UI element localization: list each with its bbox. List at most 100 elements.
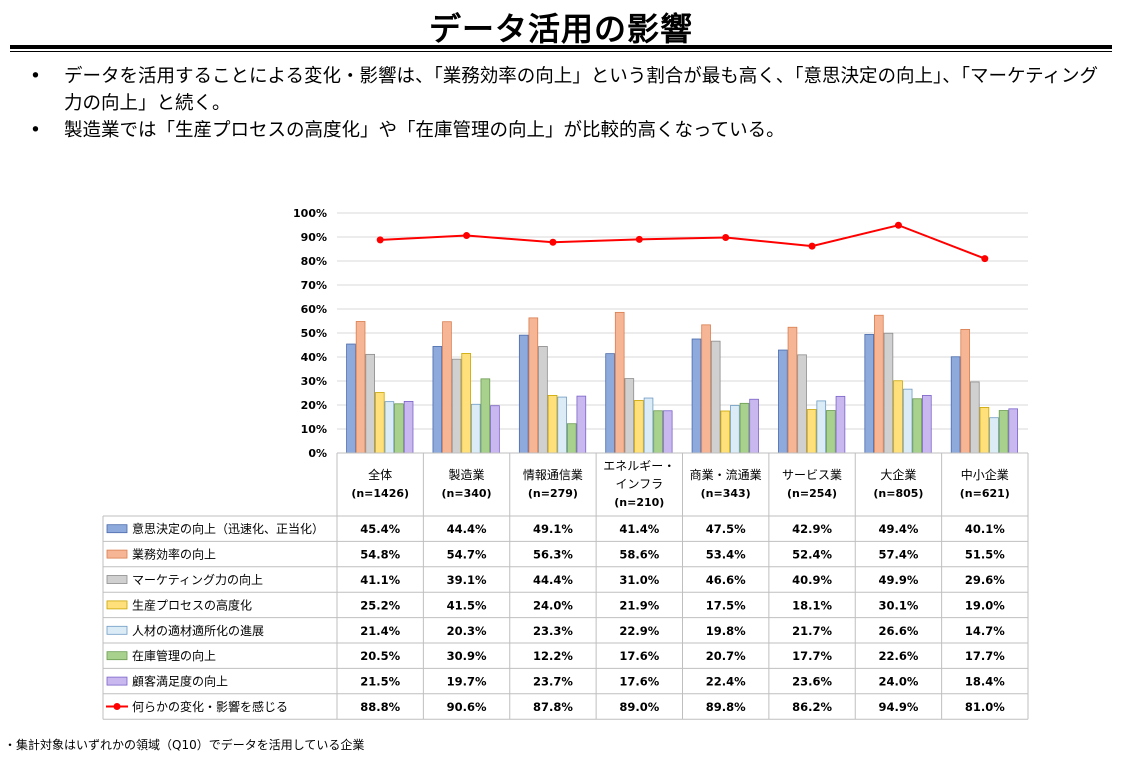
line-point — [981, 255, 989, 263]
data-value-cell: 30.9% — [447, 649, 487, 663]
page-title: データ活用の影響 — [428, 10, 693, 48]
data-value-cell: 52.4% — [792, 548, 832, 562]
bar — [403, 400, 414, 454]
category-n-label: (n=210) — [614, 496, 664, 509]
data-value-cell: 22.6% — [878, 649, 918, 663]
category-label: インフラ — [615, 477, 663, 491]
data-value-cell: 89.8% — [706, 700, 746, 714]
bar — [730, 405, 740, 454]
category-n-label: (n=340) — [442, 487, 492, 500]
data-value-cell: 39.1% — [447, 573, 487, 587]
data-value-cell: 41.4% — [619, 522, 659, 536]
line-point — [894, 221, 902, 229]
data-value-cell: 14.7% — [965, 624, 1005, 638]
bar — [1008, 408, 1019, 454]
data-value-cell: 21.4% — [360, 624, 400, 638]
data-value-cell: 23.6% — [792, 675, 832, 689]
data-value-cell: 88.8% — [360, 700, 400, 714]
line-point — [635, 235, 643, 243]
category-label: 大企業 — [880, 467, 916, 482]
bar — [902, 388, 913, 454]
data-value-cell: 20.3% — [447, 624, 487, 638]
data-value-cell: 49.9% — [878, 573, 918, 587]
bar — [538, 346, 548, 454]
legend-swatch — [106, 549, 128, 559]
bar — [374, 392, 385, 454]
data-value-cell: 30.1% — [878, 598, 918, 612]
data-value-cell: 56.3% — [533, 548, 573, 562]
data-value-cell: 24.0% — [878, 675, 918, 689]
bar — [346, 343, 356, 454]
line-point — [376, 236, 384, 244]
title-rule — [10, 45, 1112, 49]
category-label: サービス業 — [782, 468, 842, 482]
legend-label: 意思決定の向上（迅速化、正当化） — [132, 521, 324, 536]
y-tick-label: 10% — [301, 423, 327, 436]
data-value-cell: 18.4% — [965, 675, 1005, 689]
bar — [470, 403, 481, 454]
bar — [710, 340, 721, 454]
bar — [528, 317, 539, 454]
data-value-cell: 47.5% — [706, 522, 746, 536]
bar — [691, 338, 702, 454]
data-value-cell: 23.3% — [533, 624, 573, 638]
data-value-cell: 42.9% — [792, 522, 832, 536]
bullet-item: データを活用することによる変化・影響は、「業務効率の向上」という割合が最も高く、… — [30, 63, 1100, 117]
category-n-label: (n=621) — [960, 487, 1010, 500]
y-tick-label: 70% — [301, 279, 327, 292]
line-point — [722, 233, 730, 241]
legend-swatch — [106, 625, 128, 635]
data-value-cell: 17.5% — [706, 598, 746, 612]
data-value-cell: 44.4% — [447, 522, 487, 536]
bar — [864, 334, 875, 454]
legend-swatch — [106, 651, 128, 661]
line-point — [463, 232, 471, 240]
data-value-cell: 25.2% — [360, 598, 400, 612]
bar — [979, 406, 990, 454]
data-value-cell: 44.4% — [533, 573, 573, 587]
data-value-cell: 17.7% — [792, 649, 832, 663]
category-n-label: (n=343) — [701, 487, 751, 500]
data-value-cell: 18.1% — [792, 598, 832, 612]
bar — [634, 400, 644, 454]
bar — [576, 395, 587, 454]
bar — [883, 332, 894, 454]
bar — [490, 405, 500, 454]
category-label: 製造業 — [449, 468, 485, 482]
y-tick-label: 40% — [301, 351, 327, 364]
legend-swatch — [106, 575, 128, 584]
bar — [989, 417, 999, 454]
legend-label: 生産プロセスの高度化 — [132, 597, 252, 612]
bar — [998, 410, 1009, 454]
bar — [432, 346, 443, 454]
data-value-cell: 94.9% — [878, 700, 918, 714]
y-tick-label: 30% — [301, 375, 327, 388]
category-label: 商業・流通業 — [690, 467, 762, 482]
data-value-cell: 17.6% — [619, 649, 659, 663]
data-value-cell: 31.0% — [619, 573, 659, 587]
bar — [826, 410, 836, 454]
line-series — [380, 224, 986, 260]
bar — [874, 314, 884, 454]
data-value-cell: 21.7% — [792, 624, 832, 638]
y-tick-label: 50% — [301, 327, 327, 340]
line-point — [549, 238, 557, 246]
bar — [749, 398, 759, 454]
y-tick-label: 60% — [301, 303, 327, 316]
bar — [922, 394, 932, 454]
bar — [566, 423, 577, 454]
data-value-cell: 87.8% — [533, 700, 573, 714]
bar — [547, 394, 558, 454]
data-value-cell: 26.6% — [878, 624, 918, 638]
category-label: エネルギー・ — [603, 459, 675, 473]
data-value-cell: 40.9% — [792, 573, 832, 587]
data-value-cell: 49.1% — [533, 522, 573, 536]
bar — [701, 324, 711, 454]
data-value-cell: 41.1% — [360, 573, 400, 587]
data-value-cell: 58.6% — [619, 548, 659, 562]
data-value-cell: 46.6% — [706, 573, 746, 587]
legend-label: 人材の適材適所化の進展 — [132, 623, 264, 638]
bar — [960, 328, 971, 454]
category-label: 情報通信業 — [523, 468, 583, 482]
data-value-cell: 22.9% — [619, 624, 659, 638]
